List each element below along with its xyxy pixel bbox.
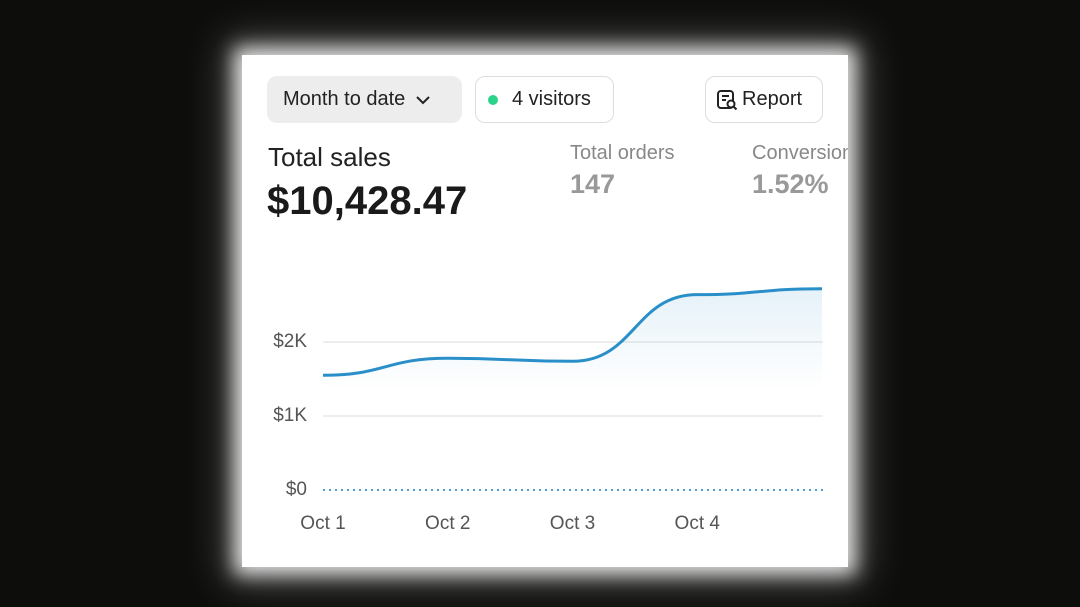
metric-label: Total orders <box>570 142 675 164</box>
metric-label: Conversion <box>752 142 848 164</box>
y-tick-label: $2K <box>273 331 307 352</box>
x-tick-label: Oct 2 <box>425 513 470 534</box>
report-button[interactable]: Report <box>705 76 823 123</box>
y-tick-label: $1K <box>273 405 307 426</box>
report-icon <box>717 89 738 110</box>
chevron-icon <box>416 95 431 104</box>
visitors-label: 4 visitors <box>512 88 591 110</box>
metric-value: $10,428.47 <box>267 179 468 223</box>
area <box>323 288 822 490</box>
visitors-button[interactable]: 4 visitors <box>475 76 614 123</box>
date-range-label: Month to date <box>283 88 406 110</box>
metric-label: Total sales <box>268 142 391 172</box>
line <box>322 287 823 377</box>
live-dot <box>488 94 498 105</box>
y-tick-label: $0 <box>286 479 307 500</box>
report-label: Report <box>742 88 803 110</box>
x-tick-label: Oct 3 <box>550 513 595 534</box>
date-range-button[interactable]: Month to date <box>267 76 462 123</box>
sales-card: Month to date 4 visitors Report Total sa… <box>242 55 848 567</box>
metric-value: 147 <box>570 169 616 199</box>
x-tick-label: Oct 4 <box>675 513 721 534</box>
metric-value: 1.52% <box>752 169 829 199</box>
chart: $0 $1K $2K Oct 1 Oct 2 Oct 3 Oct 4 <box>273 287 823 534</box>
x-tick-label: Oct 1 <box>300 513 345 534</box>
